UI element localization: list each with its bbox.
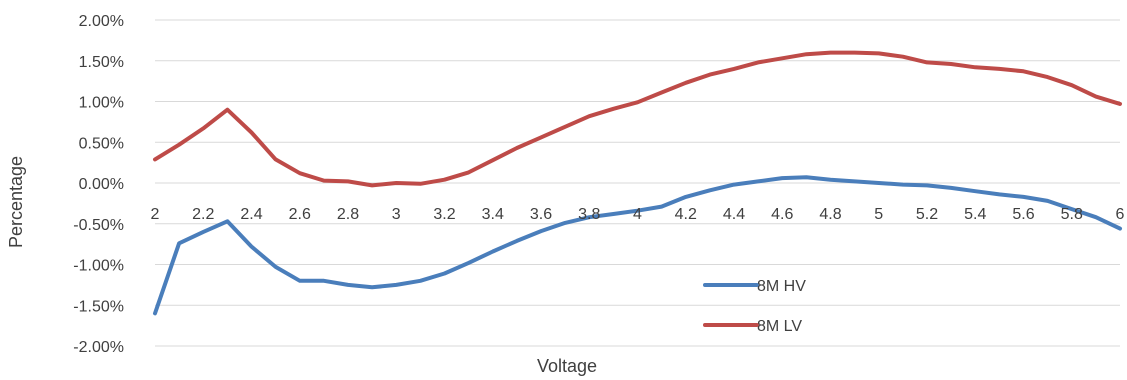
y-tick-label: -0.50% [73, 217, 124, 234]
x-tick-label: 3.6 [530, 206, 552, 223]
x-tick-label: 2.2 [192, 206, 214, 223]
series-lines [153, 50, 1122, 316]
y-tick-label: -1.50% [73, 298, 124, 315]
x-tick-label: 2 [151, 206, 160, 223]
x-tick-label: 5.4 [964, 206, 986, 223]
x-tick-label: 3.8 [578, 206, 600, 223]
x-tick-label: 4.2 [675, 206, 697, 223]
y-tick-label: -2.00% [73, 339, 124, 356]
x-tick-label: 2.8 [337, 206, 359, 223]
x-tick-label: 2.6 [289, 206, 311, 223]
x-tick-label: 4 [633, 206, 642, 223]
y-tick-label: 2.00% [79, 13, 124, 30]
series-line-8m-hv [153, 175, 1122, 316]
y-tick-label: 0.00% [79, 176, 124, 193]
x-tick-label: 4.6 [771, 206, 793, 223]
x-tick-label: 5.2 [916, 206, 938, 223]
y-axis-title: Percentage [6, 156, 26, 248]
y-tick-label: 0.50% [79, 135, 124, 152]
y-axis-ticks: 2.00% 1.50% 1.00% 0.50% 0.00% -0.50% -1.00% -1.… [73, 13, 124, 356]
x-tick-label: 6 [1116, 206, 1125, 223]
y-tick-label: -1.00% [73, 258, 124, 275]
legend-label: 8M HV [757, 278, 806, 295]
y-tick-label: 1.50% [79, 54, 124, 71]
x-tick-label: 3.2 [433, 206, 455, 223]
y-tick-label: 1.00% [79, 95, 124, 112]
x-axis-ticks: 2 2.2 2.4 2.6 2.8 3 3.2 3.4 3.6 3.8 4 4.2 4.4 4.6 4.8 5… [151, 206, 1125, 223]
x-tick-label: 3.4 [482, 206, 504, 223]
x-tick-label: 2.4 [240, 206, 262, 223]
x-axis-title: Voltage [537, 356, 597, 376]
x-tick-label: 3 [392, 206, 401, 223]
series-line-8m-lv [153, 50, 1122, 188]
gridlines [155, 19, 1120, 347]
x-tick-label: 5.8 [1061, 206, 1083, 223]
x-tick-label: 5 [874, 206, 883, 223]
legend: 8M HV 8M LV [703, 278, 806, 335]
x-tick-label: 5.6 [1012, 206, 1034, 223]
x-tick-label: 4.8 [819, 206, 841, 223]
legend-label: 8M LV [757, 318, 802, 335]
x-tick-label: 4.4 [723, 206, 745, 223]
